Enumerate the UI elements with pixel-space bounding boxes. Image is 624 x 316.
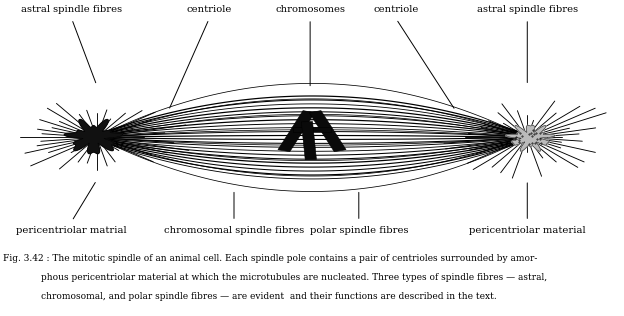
Text: chromosomes: chromosomes [275,5,345,14]
Text: chromosomal, and polar spindle fibres — are evident  and their functions are des: chromosomal, and polar spindle fibres — … [41,292,496,301]
Polygon shape [301,122,316,160]
Polygon shape [309,111,346,152]
Text: Fig. 3.42 : The mitotic spindle of an animal cell. Each spindle pole contains a : Fig. 3.42 : The mitotic spindle of an an… [3,254,537,263]
Polygon shape [293,127,331,132]
Polygon shape [278,111,315,152]
Text: centriole: centriole [187,5,232,14]
Text: astral spindle fibres: astral spindle fibres [21,5,122,14]
Polygon shape [505,125,555,151]
Text: phous pericentriolar material at which the microtubules are nucleated. Three typ: phous pericentriolar material at which t… [41,273,547,282]
Text: polar spindle fibres: polar spindle fibres [310,226,408,235]
Text: pericentriolar material: pericentriolar material [469,226,585,235]
Text: pericentriolar matrial: pericentriolar matrial [16,226,127,235]
Text: astral spindle fibres: astral spindle fibres [477,5,578,14]
Text: centriole: centriole [374,5,419,14]
Polygon shape [64,119,123,154]
Text: chromosomal spindle fibres: chromosomal spindle fibres [164,226,304,235]
